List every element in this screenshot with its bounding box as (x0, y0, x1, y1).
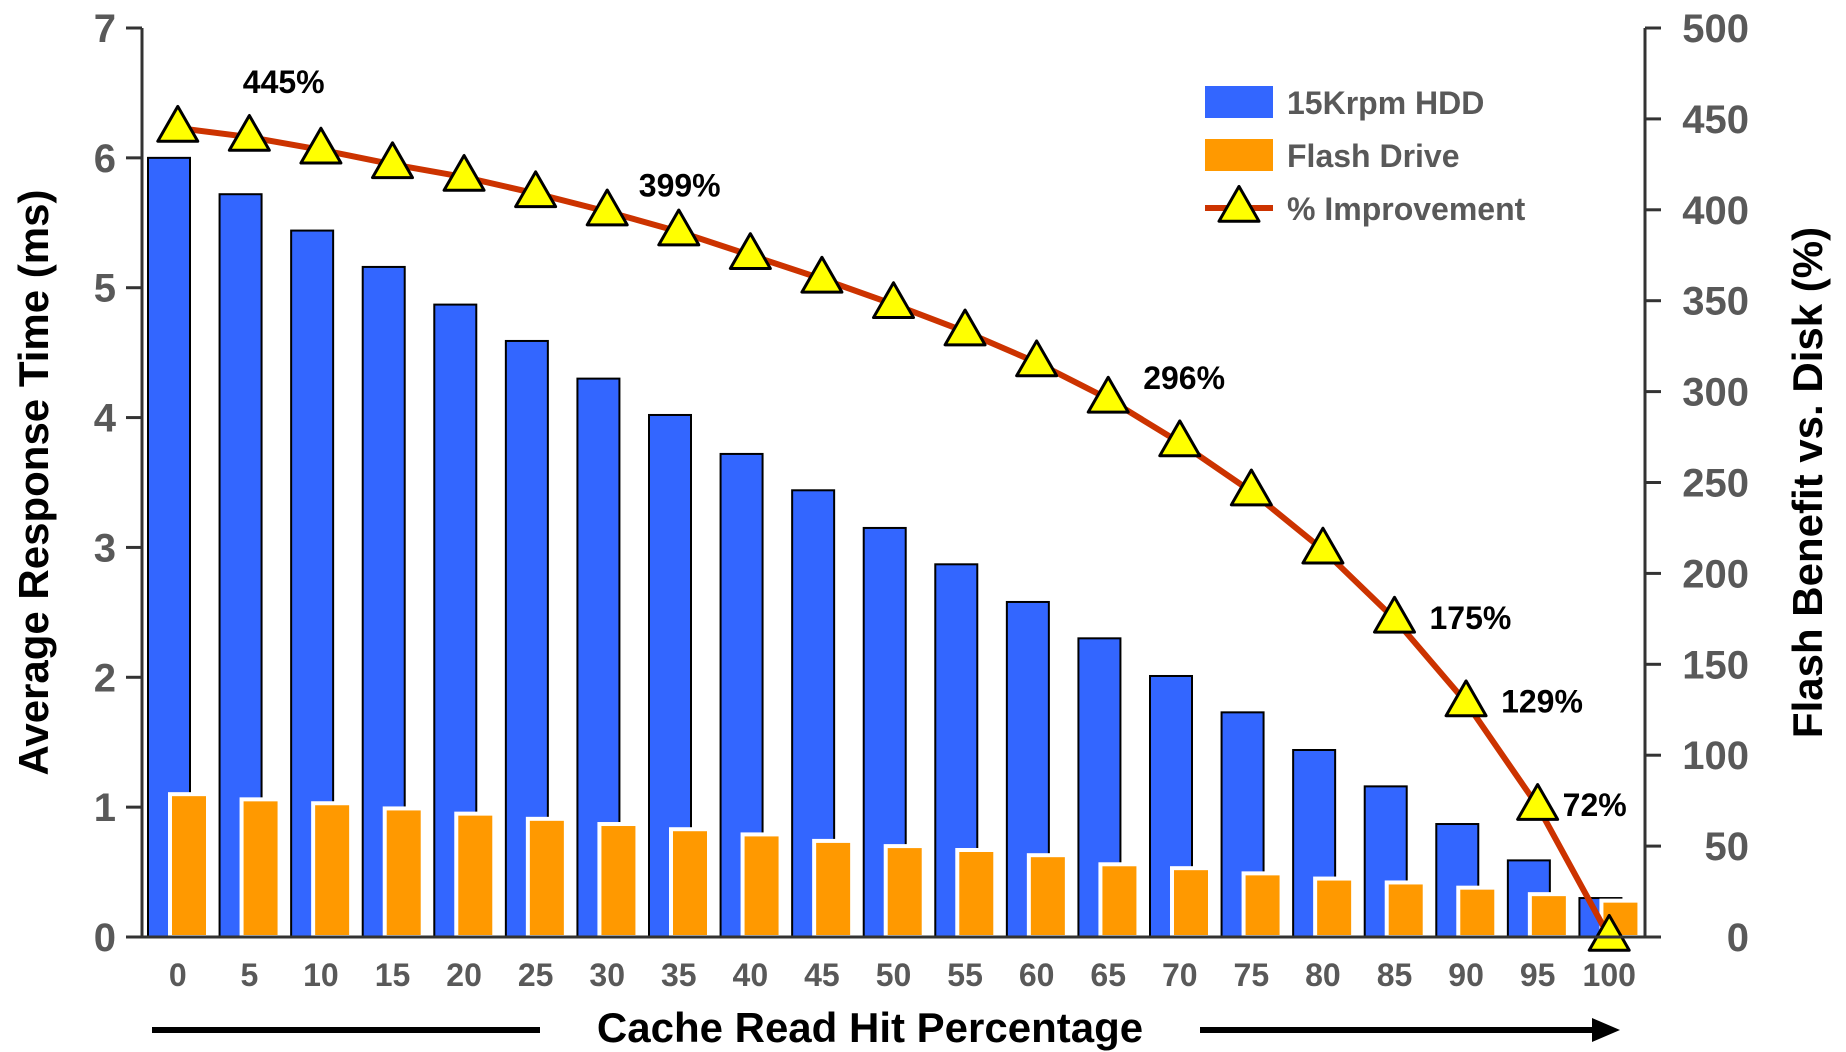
y2-tick-label: 450 (1682, 98, 1749, 142)
improvement-annotation: 129% (1501, 683, 1583, 719)
y-tick-label: 6 (94, 137, 116, 181)
flash-bar (239, 797, 282, 940)
improvement-marker (299, 126, 343, 165)
y2-tick-label: 200 (1682, 552, 1749, 596)
x-tick-label: 0 (169, 957, 187, 993)
improvement-marker (1516, 783, 1560, 821)
legend-marker-improvement (1217, 184, 1261, 223)
improvement-marker (1015, 339, 1059, 378)
x-axis-title: Cache Read Hit Percentage (597, 1004, 1143, 1051)
legend-label-improvement: % Improvement (1287, 191, 1526, 227)
x-tick-label: 10 (303, 957, 339, 993)
flash-bar (1527, 892, 1570, 940)
x-tick-label: 25 (518, 957, 554, 993)
improvement-marker (800, 255, 844, 294)
improvement-annotation: 175% (1430, 600, 1512, 636)
x-tick-label: 85 (1377, 957, 1413, 993)
improvement-marker (442, 154, 486, 192)
flash-bar (740, 832, 783, 939)
improvement-annotation: 72% (1563, 787, 1627, 823)
improvement-marker (156, 104, 200, 143)
flash-bar (955, 847, 998, 940)
improvement-annotation: 445% (243, 64, 325, 100)
improvement-annotation: 399% (639, 168, 721, 204)
y-tick-label: 7 (94, 7, 116, 51)
y-tick-label: 2 (94, 656, 116, 700)
y-tick-label: 1 (94, 786, 116, 830)
improvement-marker (1229, 468, 1273, 507)
flash-bar (1026, 853, 1069, 939)
y2-tick-label: 50 (1705, 825, 1750, 869)
x-tick-label: 20 (446, 957, 482, 993)
improvement-marker (728, 232, 772, 270)
flash-bar (1170, 866, 1212, 940)
improvement-marker (227, 114, 271, 152)
flash-bar (1456, 885, 1499, 940)
y2-axis-title: Flash Benefit vs. Disk (%) (1784, 227, 1831, 738)
legend-label-hdd: 15Krpm HDD (1287, 85, 1484, 121)
flash-bar (883, 844, 926, 939)
x-tick-label: 70 (1162, 957, 1198, 993)
x-tick-label: 5 (240, 957, 258, 993)
flash-bar (311, 801, 354, 939)
flash-bar (525, 816, 568, 940)
improvement-marker (1158, 419, 1202, 458)
y2-tick-label: 500 (1682, 7, 1749, 51)
y2-tick-label: 300 (1682, 371, 1749, 415)
flash-bar (597, 822, 640, 940)
x-tick-label: 40 (733, 957, 769, 993)
improvement-marker (872, 281, 915, 320)
y-tick-label: 4 (94, 397, 117, 441)
flash-bar (382, 806, 425, 939)
y2-tick-label: 0 (1727, 916, 1749, 960)
x-axis-arrowhead (1592, 1018, 1620, 1042)
flash-bar (1241, 871, 1284, 939)
y-tick-label: 5 (94, 267, 116, 311)
y-axis-title: Average Response Time (ms) (10, 190, 57, 776)
legend-swatch-hdd (1205, 86, 1273, 118)
y2-tick-label: 350 (1682, 280, 1749, 324)
x-tick-label: 95 (1520, 957, 1556, 993)
x-tick-label: 65 (1090, 957, 1126, 993)
y-tick-label: 0 (94, 916, 116, 960)
flash-bar (1384, 880, 1427, 940)
y-tick-label: 3 (94, 526, 116, 570)
improvement-marker (943, 308, 987, 347)
y2-tick-label: 150 (1682, 643, 1749, 687)
improvement-marker (514, 170, 558, 209)
improvement-annotation: 296% (1143, 360, 1225, 396)
x-tick-label: 45 (804, 957, 840, 993)
x-tick-label: 55 (947, 957, 983, 993)
legend-swatch-flash (1205, 139, 1273, 171)
improvement-marker (1086, 375, 1130, 414)
improvement-marker (1373, 595, 1416, 634)
x-tick-label: 60 (1019, 957, 1055, 993)
x-tick-label: 50 (876, 957, 912, 993)
x-tick-label: 75 (1234, 957, 1270, 993)
x-tick-label: 100 (1583, 957, 1636, 993)
improvement-marker (371, 141, 414, 180)
y2-tick-label: 400 (1682, 189, 1749, 233)
y2-tick-label: 100 (1682, 734, 1749, 778)
improvement-marker (1301, 526, 1345, 565)
y2-tick-label: 250 (1682, 462, 1749, 506)
improvement-marker (657, 208, 701, 247)
flash-bar (168, 792, 210, 940)
flash-bar (454, 811, 497, 940)
improvement-marker (1444, 679, 1488, 718)
flash-bar (812, 838, 855, 939)
x-tick-label: 90 (1448, 957, 1484, 993)
flash-bar (1098, 862, 1141, 940)
flash-bar (669, 827, 711, 939)
x-tick-label: 15 (375, 957, 411, 993)
x-tick-label: 35 (661, 957, 697, 993)
flash-bar (1313, 876, 1356, 939)
x-tick-label: 80 (1305, 957, 1341, 993)
legend-label-flash: Flash Drive (1287, 138, 1460, 174)
improvement-marker (1587, 913, 1631, 952)
improvement-marker (585, 188, 629, 227)
x-tick-label: 30 (589, 957, 625, 993)
